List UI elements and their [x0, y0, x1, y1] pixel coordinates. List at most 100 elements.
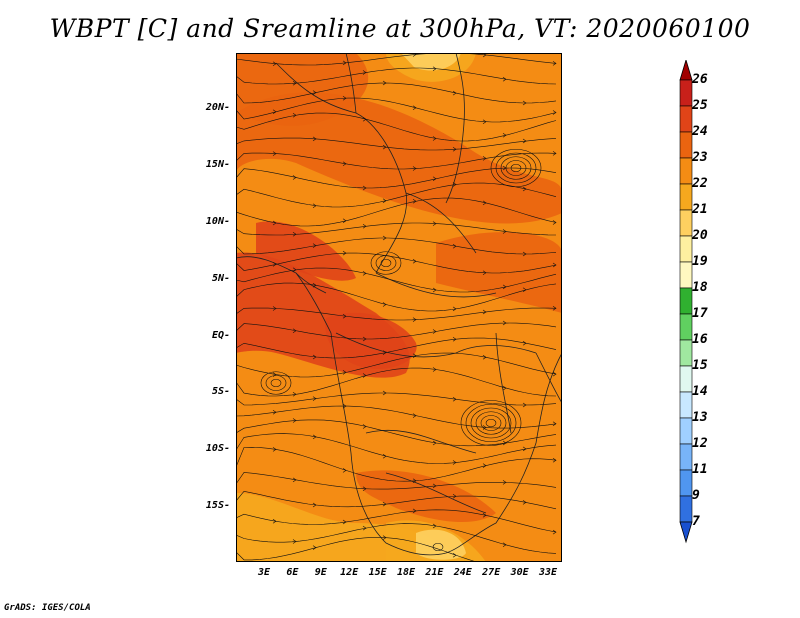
lon-label: 15E	[368, 567, 387, 578]
colorbar-label: 18	[692, 280, 708, 295]
lat-label: 10S-	[205, 443, 230, 454]
streamline	[236, 337, 557, 359]
eddy-ring-0	[475, 411, 507, 435]
colorbar-label: 24	[692, 124, 708, 139]
streamline-arrow	[272, 109, 277, 115]
streamline-arrow	[522, 340, 527, 346]
streamline	[236, 182, 557, 208]
streamline-arrow	[362, 525, 367, 531]
colorbar-box	[679, 261, 693, 289]
streamline-arrow	[312, 90, 317, 95]
colorbar-label: 22	[692, 176, 708, 191]
streamline-arrow	[522, 100, 527, 106]
colorbar-label: 20	[692, 228, 708, 243]
streamline-arrow	[382, 235, 387, 241]
streamline-arrow	[412, 353, 417, 358]
streamline	[236, 97, 557, 123]
streamline-arrow	[522, 186, 527, 192]
streamline-arrow	[452, 460, 457, 465]
streamline-arrow	[292, 477, 297, 483]
streamline-arrow	[482, 513, 487, 518]
streamline-arrow	[382, 80, 387, 86]
chart-title: WBPT [C] and Sreamline at 300hPa, VT: 20…	[49, 14, 751, 43]
streamline	[236, 197, 557, 227]
border-line-0	[236, 256, 562, 556]
streamline-arrow	[312, 354, 317, 360]
lat-label: 5N-	[211, 273, 230, 284]
streamline-arrow	[382, 144, 387, 150]
lon-label: 24E	[453, 567, 472, 578]
streamline-arrow	[272, 220, 277, 226]
streamline-arrow	[362, 424, 367, 429]
streamline-arrow	[552, 421, 557, 427]
lon-label: 30E	[510, 567, 529, 578]
streamline-arrow	[502, 480, 507, 485]
streamline-arrow	[362, 373, 367, 378]
streamline-arrow	[342, 218, 347, 224]
colorbar-box	[679, 417, 693, 445]
streamline-arrow	[292, 267, 297, 273]
streamline-arrow	[342, 60, 347, 66]
streamline-arrow	[452, 552, 457, 558]
streamline-arrow	[342, 403, 347, 409]
colorbar-box	[679, 495, 693, 523]
colorbar-label: 17	[692, 306, 708, 321]
streamline	[236, 352, 557, 378]
colorbar-box	[679, 313, 693, 341]
streamline-arrow	[382, 453, 387, 459]
streamline-arrow	[552, 151, 557, 156]
colorbar-label: 21	[692, 202, 708, 217]
streamline-arrow	[312, 545, 317, 550]
border-line-5	[365, 429, 477, 454]
streamline-arrow	[552, 529, 557, 535]
streamline-arrow	[432, 136, 437, 141]
streamline-arrow	[382, 302, 387, 307]
streamline	[236, 167, 557, 189]
warm-east	[436, 232, 562, 313]
streamline-arrow	[482, 270, 487, 276]
streamline-arrow	[382, 350, 387, 355]
eddy-ring-3	[370, 251, 402, 275]
mild-north	[401, 53, 461, 71]
streamline-arrow	[452, 336, 457, 342]
streamline-arrow	[522, 402, 527, 408]
streamline-arrow	[292, 392, 297, 397]
streamline-arrow	[272, 409, 277, 415]
hot-core-center	[325, 312, 417, 369]
streamline-arrow	[292, 328, 297, 333]
colorbar-label: 12	[692, 436, 708, 451]
streamline-arrow	[432, 440, 437, 446]
lat-label: 15S-	[205, 500, 230, 511]
lat-label: 10N-	[205, 216, 230, 227]
streamline	[236, 112, 557, 142]
streamline-arrow	[432, 483, 437, 489]
streamline-arrow	[552, 61, 557, 66]
streamline-arrow	[292, 113, 297, 118]
streamline	[236, 537, 478, 562]
streamline-arrow	[522, 500, 527, 505]
streamline	[236, 82, 557, 104]
cool-northeast	[476, 53, 562, 93]
lon-label: 27E	[482, 567, 501, 578]
warm-northwest	[236, 53, 369, 126]
streamline	[236, 433, 557, 464]
streamline-arrow	[312, 434, 317, 440]
streamline	[236, 53, 557, 66]
lat-label: EQ-	[211, 330, 230, 341]
streamline	[236, 222, 557, 236]
eddy-ring-4	[260, 371, 292, 395]
streamline-arrow	[362, 70, 367, 75]
colorbar-box	[679, 287, 693, 315]
streamline-arrow	[432, 176, 437, 182]
colorbar-box	[679, 183, 693, 211]
country-borders	[236, 53, 562, 556]
streamline-arrow	[272, 262, 277, 267]
streamline	[236, 405, 557, 429]
streamline-arrow	[502, 542, 507, 548]
streamline	[236, 282, 557, 312]
streamline	[236, 446, 557, 482]
colorbar-box	[679, 365, 693, 393]
colorbar-label: 15	[692, 358, 708, 373]
eddy-ring-2	[432, 542, 444, 552]
streamline-arrow	[342, 313, 347, 319]
